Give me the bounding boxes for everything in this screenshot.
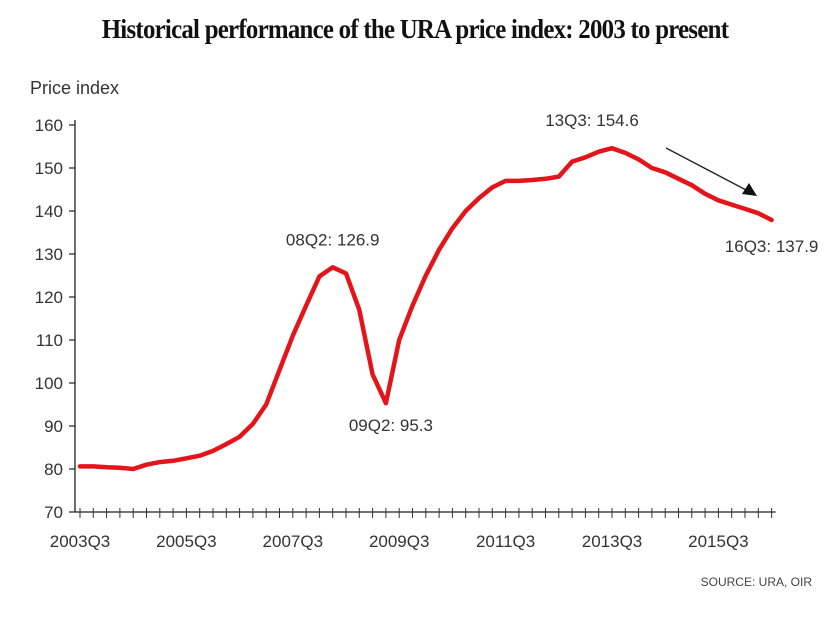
chart-title: Historical performance of the URA price … <box>101 14 729 44</box>
annotation-label: 09Q2: 95.3 <box>349 416 433 435</box>
x-tick-label: 2009Q3 <box>369 532 430 551</box>
y-tick-label: 80 <box>44 460 63 479</box>
series-line <box>77 145 774 472</box>
x-tick-label: 2005Q3 <box>156 532 217 551</box>
annotation-label: 13Q3: 154.6 <box>545 111 639 130</box>
y-tick-label: 130 <box>35 245 63 264</box>
x-tick-label: 2011Q3 <box>476 532 535 551</box>
y-axis: 70 80 90 100 110 120 130 140 150 160 <box>35 116 76 522</box>
x-axis: 2003Q3 2005Q3 2007Q3 2009Q3 2011Q3 2013Q3 2015… <box>50 508 776 551</box>
y-axis-label: Price index <box>30 78 119 98</box>
y-tick-label: 110 <box>36 331 63 350</box>
annotation-label: 08Q2: 126.9 <box>286 230 380 249</box>
annotation-label: 16Q3: 137.9 <box>725 237 819 256</box>
x-tick-label: 2015Q3 <box>688 532 749 551</box>
trend-arrow <box>665 147 757 196</box>
y-tick-label: 90 <box>44 417 63 436</box>
x-tick-label: 2013Q3 <box>582 532 643 551</box>
source-note: SOURCE: URA, OIR <box>701 575 813 589</box>
y-tick-label: 100 <box>35 374 63 393</box>
y-tick-label: 160 <box>35 116 63 135</box>
y-tick-label: 70 <box>44 503 63 522</box>
y-tick-label: 120 <box>35 288 63 307</box>
x-tick-label: 2007Q3 <box>263 532 324 551</box>
y-tick-label: 140 <box>35 202 63 221</box>
y-tick-label: 150 <box>35 159 63 178</box>
annotations: 08Q2: 126.9 09Q2: 95.3 13Q3: 154.6 16Q3: 13… <box>286 111 818 435</box>
x-tick-label: 2003Q3 <box>50 532 111 551</box>
